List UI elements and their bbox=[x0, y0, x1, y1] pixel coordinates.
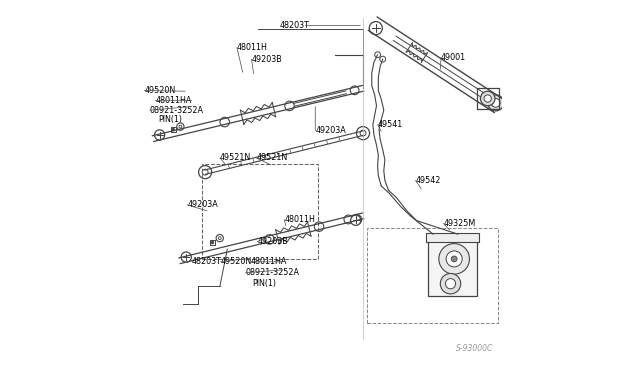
Text: 49541: 49541 bbox=[378, 120, 403, 129]
FancyBboxPatch shape bbox=[426, 233, 479, 242]
Circle shape bbox=[351, 215, 361, 225]
Circle shape bbox=[380, 56, 386, 62]
Circle shape bbox=[198, 166, 212, 179]
Circle shape bbox=[374, 52, 381, 58]
Circle shape bbox=[439, 244, 470, 274]
Bar bbox=[202, 164, 318, 259]
Text: 08921-3252A: 08921-3252A bbox=[245, 268, 300, 277]
Circle shape bbox=[177, 123, 184, 130]
Text: 48011H: 48011H bbox=[284, 215, 315, 224]
Circle shape bbox=[451, 256, 457, 262]
Circle shape bbox=[216, 234, 223, 242]
Circle shape bbox=[446, 251, 462, 267]
FancyBboxPatch shape bbox=[428, 238, 477, 296]
Text: 49521N: 49521N bbox=[220, 153, 251, 163]
Text: 49521N: 49521N bbox=[256, 153, 287, 163]
Text: 49001: 49001 bbox=[441, 53, 466, 62]
Text: 48203T: 48203T bbox=[280, 21, 310, 30]
Circle shape bbox=[481, 91, 495, 106]
Circle shape bbox=[440, 273, 461, 294]
Text: 49325M: 49325M bbox=[444, 219, 476, 228]
Text: 48011HA: 48011HA bbox=[251, 257, 287, 266]
Circle shape bbox=[211, 241, 214, 244]
Circle shape bbox=[369, 22, 382, 35]
Circle shape bbox=[356, 126, 369, 140]
Circle shape bbox=[344, 215, 353, 224]
Text: 49203B: 49203B bbox=[252, 55, 282, 64]
Circle shape bbox=[172, 128, 175, 131]
Circle shape bbox=[351, 214, 362, 225]
Text: 49520N: 49520N bbox=[221, 257, 252, 266]
Circle shape bbox=[350, 86, 359, 95]
Circle shape bbox=[179, 125, 182, 128]
Circle shape bbox=[488, 95, 504, 111]
Text: S-93000C: S-93000C bbox=[456, 344, 493, 353]
Text: 48011HA: 48011HA bbox=[156, 96, 191, 105]
Text: 48203T: 48203T bbox=[191, 257, 221, 266]
Circle shape bbox=[202, 169, 208, 175]
Circle shape bbox=[484, 95, 492, 102]
Text: 49542: 49542 bbox=[415, 176, 441, 185]
Circle shape bbox=[154, 130, 164, 140]
Circle shape bbox=[218, 237, 221, 240]
Circle shape bbox=[492, 99, 500, 107]
Text: PIN(1): PIN(1) bbox=[158, 115, 182, 124]
Circle shape bbox=[314, 222, 324, 231]
Text: 49203A: 49203A bbox=[188, 201, 218, 209]
Circle shape bbox=[220, 117, 230, 127]
Circle shape bbox=[445, 279, 456, 289]
Text: 49520N: 49520N bbox=[144, 86, 175, 95]
Circle shape bbox=[285, 101, 294, 110]
Circle shape bbox=[265, 235, 275, 244]
Circle shape bbox=[360, 130, 366, 136]
Text: 49203B: 49203B bbox=[257, 237, 288, 246]
Text: 49203A: 49203A bbox=[316, 126, 346, 135]
Circle shape bbox=[181, 252, 191, 262]
Text: PIN(1): PIN(1) bbox=[253, 279, 276, 288]
Text: 48011H: 48011H bbox=[237, 43, 268, 52]
Text: 08921-3252A: 08921-3252A bbox=[150, 106, 204, 115]
